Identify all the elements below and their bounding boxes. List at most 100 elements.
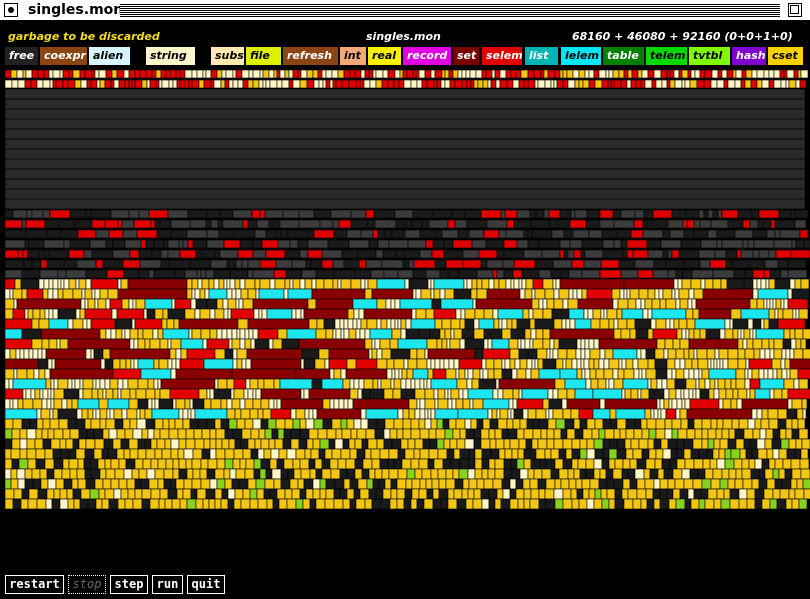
heap-block: [325, 488, 335, 500]
heap-block: [525, 438, 533, 450]
heap-block: [191, 288, 196, 300]
step-button[interactable]: step: [110, 575, 148, 594]
heap-block: [104, 219, 119, 229]
heap-block: [19, 448, 28, 460]
heap-block: [24, 239, 30, 249]
heap-block: [364, 328, 371, 340]
heap-block: [260, 418, 269, 430]
heap-block: [339, 488, 348, 500]
heap-block: [713, 388, 720, 400]
window-title-bar[interactable]: singles.mon: [0, 0, 810, 21]
heap-block: [48, 69, 54, 79]
heap-block: [649, 468, 659, 480]
heap-block: [450, 328, 455, 340]
restart-button[interactable]: restart: [5, 575, 64, 594]
heap-block: [674, 358, 681, 370]
heap-block: [761, 408, 769, 420]
heap-block: [19, 428, 28, 440]
heap-block: [491, 69, 496, 79]
heap-block: [585, 458, 595, 470]
stop-button[interactable]: stop: [68, 575, 106, 594]
heap-block: [321, 468, 332, 480]
heap-block: [574, 388, 594, 400]
heap-block: [59, 498, 69, 510]
heap-block: [377, 229, 386, 239]
heap-block: [667, 438, 678, 450]
heap-block: [407, 438, 416, 450]
heap-block: [468, 229, 485, 239]
heap-block: [791, 498, 800, 510]
heap-block: [712, 209, 719, 219]
heap-block: [94, 478, 104, 490]
zoom-window-icon[interactable]: [788, 3, 802, 17]
heap-block: [789, 348, 795, 360]
memory-region-map: [4, 69, 810, 510]
heap-block: [784, 358, 791, 370]
heap-block: [407, 358, 418, 370]
heap-block: [667, 348, 677, 360]
heap-block: [282, 438, 292, 450]
heap-block: [371, 498, 382, 510]
run-button[interactable]: run: [152, 575, 183, 594]
heap-block: [730, 378, 737, 390]
heap-block: [167, 488, 178, 500]
heap-block: [290, 428, 301, 440]
heap-block: [723, 488, 731, 500]
heap-block: [105, 388, 114, 400]
heap-block: [333, 488, 341, 500]
heap-block: [490, 448, 500, 460]
heap-block: [753, 348, 761, 360]
heap-block: [12, 378, 47, 390]
heap-block: [632, 498, 642, 510]
close-window-icon[interactable]: [4, 3, 18, 17]
heap-block: [101, 448, 109, 460]
quit-button[interactable]: quit: [187, 575, 225, 594]
heap-block: [752, 249, 760, 259]
heap-block: [346, 468, 356, 480]
heap-block: [738, 488, 748, 500]
heap-block: [630, 79, 637, 89]
heap-block: [353, 308, 360, 320]
heap-block: [745, 358, 750, 370]
title-bar-drag-region[interactable]: [120, 4, 780, 17]
heap-block: [383, 428, 391, 440]
heap-block: [637, 69, 643, 79]
heap-block: [430, 418, 438, 430]
heap-block: [145, 418, 156, 430]
heap-block: [803, 239, 810, 249]
heap-block: [303, 308, 349, 320]
heap-block: [167, 209, 189, 219]
heap-block: [682, 269, 693, 279]
heap-block: [326, 428, 337, 440]
heap-block: [561, 318, 567, 330]
garbage-label: garbage to be discarded: [8, 30, 160, 43]
heap-block: [318, 448, 326, 460]
heap-block: [310, 259, 323, 269]
heap-block: [537, 358, 544, 370]
heap-block: [178, 468, 188, 480]
heap-block: [405, 478, 413, 490]
heap-block: [41, 398, 48, 410]
heap-block: [686, 428, 696, 440]
heap-block: [552, 278, 557, 290]
heap-block: [144, 438, 152, 450]
heap-block: [549, 338, 555, 350]
heap-block: [518, 348, 529, 360]
heap-block: [411, 488, 420, 500]
heap-block: [676, 398, 683, 410]
heap-block: [410, 428, 421, 440]
heap-block: [339, 318, 345, 330]
heap-block: [349, 448, 358, 460]
heap-block: [580, 249, 586, 259]
heap-block: [123, 448, 131, 460]
heap-block: [509, 478, 517, 490]
heap-block: [318, 79, 324, 89]
heap-block: [295, 408, 306, 420]
heap-block: [753, 239, 775, 249]
heap-block: [30, 79, 38, 89]
heap-block: [424, 408, 429, 420]
heap-block: [488, 458, 496, 470]
heap-block: [380, 378, 392, 390]
heap-block: [293, 468, 302, 480]
heap-block: [782, 458, 792, 470]
